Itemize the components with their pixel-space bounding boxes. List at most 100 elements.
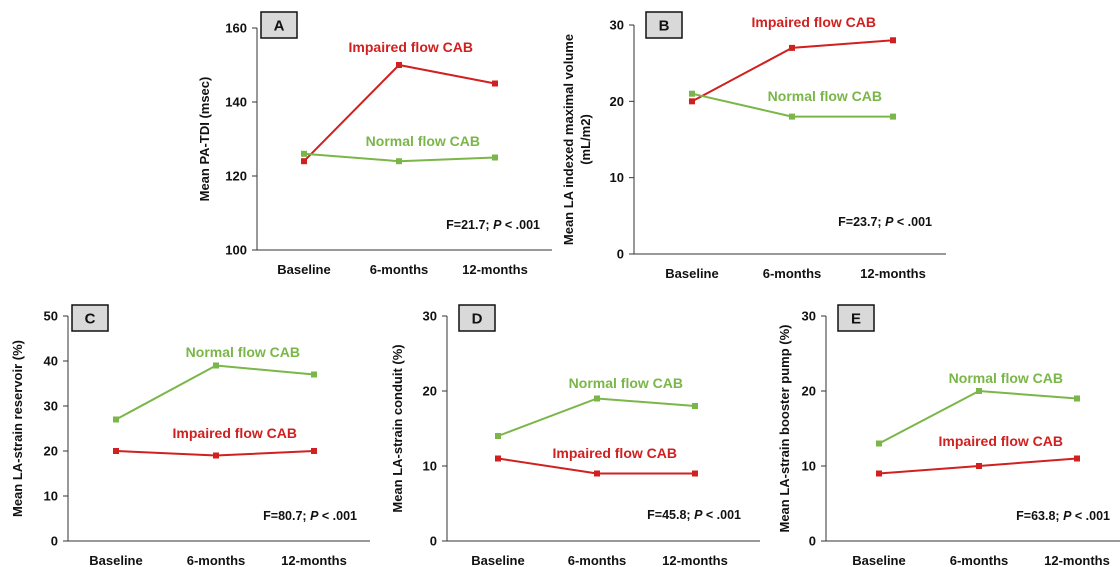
y-tick-label: 100 [225, 243, 247, 258]
series-label-normal-flow-cab: Normal flow CAB [366, 133, 480, 149]
data-point-impaired-flow-cab [890, 37, 896, 44]
chart-panel-b: 0 10 20 30 Baseline 6-months 12-months Mean LA … [561, 11, 946, 281]
data-point-normal-flow-cab [311, 371, 317, 378]
x-tick-label: 6-months [568, 553, 627, 567]
stat-annotation: F=21.7; P < .001 [446, 218, 540, 232]
y-tick-label: 140 [225, 95, 247, 110]
series-label-normal-flow-cab: Normal flow CAB [768, 88, 882, 104]
chart-panel-c: 0 10 20 30 40 50 Baseline 6-months 12-months Mean… [10, 304, 370, 567]
data-point-impaired-flow-cab [876, 470, 882, 477]
y-tick-label: 0 [809, 534, 816, 549]
y-tick-label: 50 [44, 309, 58, 324]
data-point-impaired-flow-cab [213, 452, 219, 459]
x-tick-label: 6-months [763, 266, 822, 281]
x-tick-label: Baseline [277, 262, 330, 277]
panel-letter: A [274, 18, 285, 35]
data-point-normal-flow-cab [689, 90, 695, 97]
stat-annotation: F=23.7; P < .001 [838, 215, 932, 229]
y-tick-label: 0 [51, 534, 58, 549]
data-point-normal-flow-cab [976, 388, 982, 394]
x-tick-label: 6-months [950, 553, 1009, 567]
chart-panel-d: 0 10 20 30 Baseline 6-months 12-months Mean LA-… [390, 304, 760, 567]
stat-annotation: F=63.8; P < .001 [1016, 509, 1110, 523]
series-label-impaired-flow-cab: Impaired flow CAB [173, 425, 297, 441]
data-point-normal-flow-cab [692, 403, 698, 409]
panel-letter-box [645, 11, 683, 39]
y-tick-label: 20 [802, 384, 816, 399]
chart-panel-a: 100 120 140 160 Baseline 6-months 12-months Mea… [197, 11, 552, 277]
x-tick-label: 12-months [860, 266, 926, 281]
y-tick-label: 10 [610, 170, 624, 185]
x-tick-label: 12-months [1044, 553, 1110, 567]
series-label-impaired-flow-cab: Impaired flow CAB [939, 433, 1063, 449]
x-tick-label: 6-months [370, 262, 429, 277]
y-tick-label: 20 [423, 384, 437, 399]
data-point-impaired-flow-cab [495, 455, 501, 462]
y-axis-label-unit: (mL/m2) [578, 114, 593, 165]
data-point-impaired-flow-cab [311, 448, 317, 454]
panel-letter: D [472, 311, 483, 328]
y-axis-label: Mean LA-strain booster pump (%) [777, 324, 792, 532]
y-tick-label: 30 [44, 399, 58, 414]
data-point-impaired-flow-cab [692, 470, 698, 477]
series-label-normal-flow-cab: Normal flow CAB [949, 370, 1063, 386]
x-tick-label: Baseline [89, 553, 142, 567]
data-point-normal-flow-cab [876, 440, 882, 447]
y-tick-label: 20 [44, 444, 58, 459]
y-axis-label: Mean LA-strain conduit (%) [390, 344, 405, 512]
data-point-normal-flow-cab [301, 150, 307, 157]
series-line-normal-flow-cab [115, 364, 315, 421]
y-tick-label: 20 [610, 94, 624, 109]
y-axis-label: Mean LA-strain reservoir (%) [10, 340, 25, 517]
y-tick-label: 160 [225, 21, 247, 36]
series-label-impaired-flow-cab: Impaired flow CAB [752, 14, 876, 30]
y-tick-label: 40 [44, 354, 58, 369]
series-label-impaired-flow-cab: Impaired flow CAB [553, 445, 677, 461]
data-point-impaired-flow-cab [492, 80, 498, 87]
data-point-impaired-flow-cab [594, 470, 600, 477]
y-tick-label: 10 [802, 459, 816, 474]
data-point-normal-flow-cab [213, 362, 219, 369]
data-point-impaired-flow-cab [976, 463, 982, 469]
panel-letter-box [71, 304, 109, 332]
y-tick-label: 30 [423, 309, 437, 324]
data-point-impaired-flow-cab [113, 448, 119, 454]
data-point-normal-flow-cab [1074, 395, 1080, 402]
panel-letter: C [85, 311, 96, 328]
y-tick-label: 10 [44, 489, 58, 504]
y-axis-label: Mean LA indexed maximal volume [561, 34, 576, 245]
series-line-normal-flow-cab [497, 397, 696, 437]
panel-letter: B [659, 18, 670, 35]
data-point-impaired-flow-cab [689, 98, 695, 105]
stat-annotation: F=45.8; P < .001 [647, 508, 741, 522]
x-tick-label: Baseline [852, 553, 905, 567]
data-point-normal-flow-cab [396, 158, 402, 165]
panel-letter: E [851, 311, 861, 328]
y-tick-label: 10 [423, 459, 437, 474]
chart-panel-e: 0 10 20 30 Baseline 6-months 12-months Mean LA-… [777, 304, 1120, 567]
stat-annotation: F=80.7; P < .001 [263, 509, 357, 523]
x-tick-label: 12-months [281, 553, 347, 567]
data-point-normal-flow-cab [113, 416, 119, 423]
y-tick-label: 30 [802, 309, 816, 324]
y-axis-label: Mean PA-TDI (msec) [197, 77, 212, 202]
y-tick-label: 30 [610, 18, 624, 33]
panel-letter-box [260, 11, 298, 39]
data-point-normal-flow-cab [594, 395, 600, 402]
x-tick-label: 12-months [462, 262, 528, 277]
x-tick-label: 12-months [662, 553, 728, 567]
data-point-impaired-flow-cab [301, 158, 307, 165]
data-point-impaired-flow-cab [1074, 455, 1080, 462]
panel-letter-box [837, 304, 875, 332]
data-point-impaired-flow-cab [396, 62, 402, 68]
x-tick-label: Baseline [665, 266, 718, 281]
data-point-normal-flow-cab [492, 154, 498, 161]
y-tick-label: 0 [617, 247, 624, 262]
panel-letter-box [458, 304, 496, 332]
series-label-impaired-flow-cab: Impaired flow CAB [349, 39, 473, 55]
x-tick-label: 6-months [187, 553, 246, 567]
series-label-normal-flow-cab: Normal flow CAB [569, 375, 683, 391]
data-point-normal-flow-cab [495, 433, 501, 439]
y-tick-label: 120 [225, 169, 247, 184]
